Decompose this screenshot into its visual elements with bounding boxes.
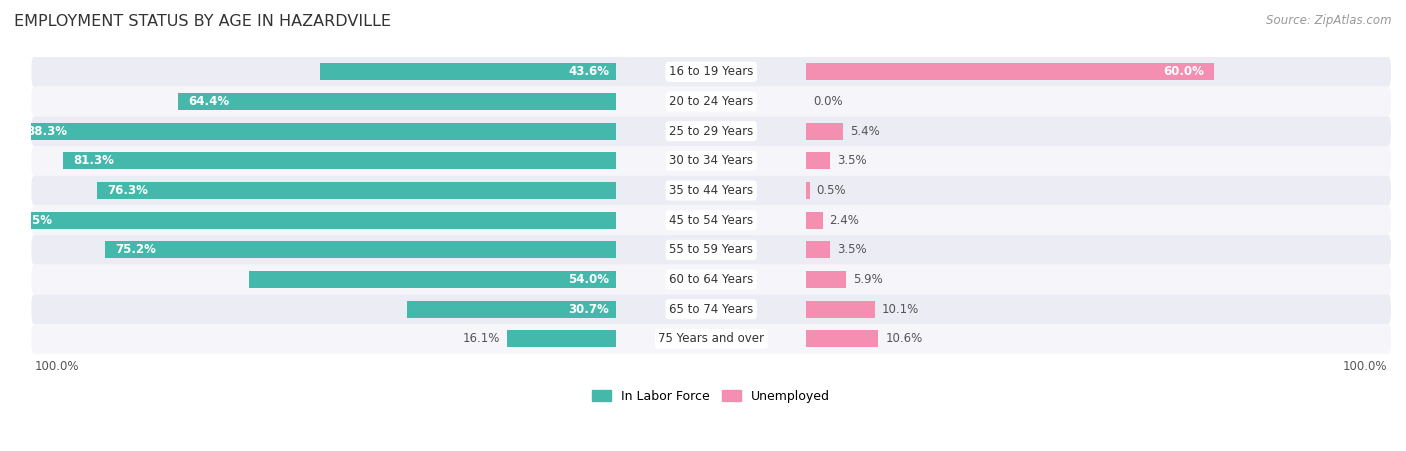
Text: 5.4%: 5.4% — [849, 124, 880, 138]
Text: 10.6%: 10.6% — [886, 332, 922, 345]
Text: EMPLOYMENT STATUS BY AGE IN HAZARDVILLE: EMPLOYMENT STATUS BY AGE IN HAZARDVILLE — [14, 14, 391, 28]
Legend: In Labor Force, Unemployed: In Labor Force, Unemployed — [592, 390, 830, 403]
Text: 10.1%: 10.1% — [882, 303, 920, 316]
Bar — [807, 330, 879, 347]
Bar — [319, 63, 616, 80]
Text: 16 to 19 Years: 16 to 19 Years — [669, 65, 754, 78]
Bar — [506, 330, 616, 347]
Text: 0.0%: 0.0% — [813, 95, 842, 108]
Text: 43.6%: 43.6% — [568, 65, 609, 78]
FancyBboxPatch shape — [31, 205, 1391, 235]
Bar — [249, 271, 616, 288]
Text: 45 to 54 Years: 45 to 54 Years — [669, 214, 754, 227]
Bar — [408, 300, 616, 318]
Text: 3.5%: 3.5% — [837, 244, 866, 256]
Text: 65 to 74 Years: 65 to 74 Years — [669, 303, 754, 316]
FancyBboxPatch shape — [31, 324, 1391, 354]
Bar — [807, 241, 830, 258]
Text: 3.5%: 3.5% — [837, 154, 866, 167]
Text: 90.5%: 90.5% — [11, 214, 52, 227]
Text: 0.5%: 0.5% — [817, 184, 846, 197]
Text: 2.4%: 2.4% — [830, 214, 859, 227]
Bar — [807, 271, 846, 288]
Bar — [807, 123, 844, 140]
Text: 64.4%: 64.4% — [188, 95, 229, 108]
FancyBboxPatch shape — [31, 176, 1391, 205]
Bar — [807, 300, 875, 318]
Text: 60 to 64 Years: 60 to 64 Years — [669, 273, 754, 286]
Bar — [1, 212, 616, 229]
Text: 75 Years and over: 75 Years and over — [658, 332, 765, 345]
Bar — [63, 152, 616, 170]
Text: 60.0%: 60.0% — [1163, 65, 1204, 78]
Bar — [15, 123, 616, 140]
Bar — [807, 182, 810, 199]
Text: 25 to 29 Years: 25 to 29 Years — [669, 124, 754, 138]
Text: 30 to 34 Years: 30 to 34 Years — [669, 154, 754, 167]
Text: 100.0%: 100.0% — [1343, 360, 1388, 373]
Text: 81.3%: 81.3% — [73, 154, 114, 167]
Bar — [807, 63, 1215, 80]
Text: Source: ZipAtlas.com: Source: ZipAtlas.com — [1267, 14, 1392, 27]
FancyBboxPatch shape — [31, 295, 1391, 324]
Bar — [97, 182, 616, 199]
Text: 54.0%: 54.0% — [568, 273, 609, 286]
Text: 88.3%: 88.3% — [25, 124, 67, 138]
Text: 35 to 44 Years: 35 to 44 Years — [669, 184, 754, 197]
Text: 55 to 59 Years: 55 to 59 Years — [669, 244, 754, 256]
FancyBboxPatch shape — [31, 116, 1391, 146]
Bar — [179, 93, 616, 110]
Text: 20 to 24 Years: 20 to 24 Years — [669, 95, 754, 108]
FancyBboxPatch shape — [31, 265, 1391, 295]
Text: 100.0%: 100.0% — [35, 360, 79, 373]
Text: 30.7%: 30.7% — [568, 303, 609, 316]
Bar — [807, 212, 823, 229]
FancyBboxPatch shape — [31, 235, 1391, 265]
Bar — [105, 241, 616, 258]
Text: 76.3%: 76.3% — [107, 184, 149, 197]
Bar — [807, 152, 830, 170]
FancyBboxPatch shape — [31, 146, 1391, 176]
Text: 5.9%: 5.9% — [853, 273, 883, 286]
Text: 75.2%: 75.2% — [115, 244, 156, 256]
Text: 16.1%: 16.1% — [463, 332, 499, 345]
FancyBboxPatch shape — [31, 87, 1391, 116]
FancyBboxPatch shape — [31, 57, 1391, 87]
